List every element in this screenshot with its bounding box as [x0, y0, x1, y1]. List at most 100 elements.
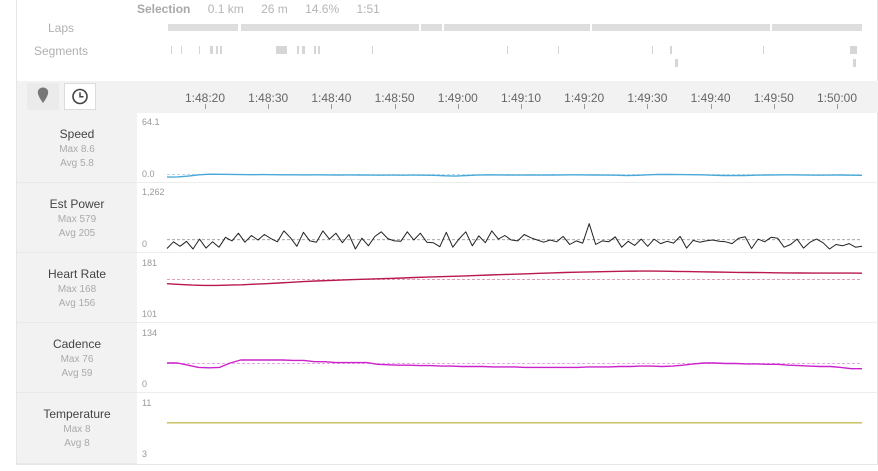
metric-cadence[interactable]: Cadence Max 76 Avg 59	[17, 323, 137, 393]
row-divider	[137, 182, 878, 183]
time-axis-button[interactable]	[64, 83, 96, 110]
selection-grade: 14.6%	[305, 2, 340, 16]
time-tick-mark	[331, 104, 333, 109]
lap-bar[interactable]	[592, 24, 770, 31]
lap-bar[interactable]	[168, 24, 238, 31]
cadence-line[interactable]	[167, 359, 862, 370]
metric-name: Temperature	[43, 407, 111, 421]
time-tick-mark	[584, 104, 586, 109]
selection-label: Selection	[137, 2, 191, 16]
metric-name: Est Power	[49, 197, 105, 211]
cadence-axis-min: 0	[142, 379, 148, 389]
temperature-axis-max: 11	[142, 398, 152, 408]
segment-marker[interactable]	[302, 46, 305, 54]
lap-bar[interactable]	[444, 24, 590, 31]
power-axis-max: 1,262	[142, 187, 165, 197]
row-divider	[137, 252, 878, 253]
row-divider	[137, 392, 878, 393]
lap-bar[interactable]	[421, 24, 442, 31]
heart-rate-axis-max: 181	[142, 258, 158, 268]
metric-avg: Avg 8	[64, 438, 90, 449]
metric-max: Max 8	[63, 424, 91, 435]
metric-max: Max 579	[57, 214, 97, 225]
segment-marker[interactable]	[297, 46, 299, 54]
time-tick-mark	[205, 104, 206, 109]
time-tick-mark	[457, 104, 459, 109]
metric-heart-rate[interactable]: Heart Rate Max 168 Avg 156	[17, 253, 137, 323]
cadence-axis-max: 134	[142, 328, 158, 338]
time-tick-mark	[647, 104, 649, 109]
metric-max: Max 76	[60, 354, 94, 365]
metric-avg: Avg 5.8	[60, 158, 94, 169]
metric-name: Cadence	[52, 337, 102, 351]
segment-marker[interactable]	[670, 46, 672, 54]
metric-name: Heart Rate	[47, 267, 107, 281]
metric-est-power[interactable]: Est Power Max 579 Avg 205	[17, 183, 137, 253]
time-tick-mark	[521, 104, 522, 109]
segment-marker[interactable]	[220, 46, 222, 54]
axis-toolbar	[17, 81, 878, 113]
heart-rate-line[interactable]	[166, 270, 863, 287]
segment-marker[interactable]	[763, 46, 764, 54]
time-tick-label: 1:50:00	[816, 91, 858, 105]
time-tick-label: 1:49:50	[753, 91, 794, 105]
speed-axis-min: 0.0	[142, 169, 155, 179]
selection-distance: 0.1 km	[207, 2, 244, 16]
time-tick-label: 1:48:40	[311, 91, 352, 105]
time-tick-label: 1:49:10	[500, 91, 542, 105]
metric-max: Max 8.6	[59, 144, 95, 155]
segment-marker[interactable]	[652, 46, 653, 54]
segment-marker[interactable]	[853, 59, 856, 67]
segment-marker[interactable]	[558, 46, 559, 54]
time-tick-mark	[710, 104, 712, 109]
metric-temperature[interactable]: Temperature Max 8 Avg 8	[17, 393, 137, 464]
time-tick-label: 1:49:40	[690, 91, 731, 105]
time-tick-mark	[268, 104, 270, 109]
segment-marker[interactable]	[181, 46, 182, 54]
segment-marker[interactable]	[850, 46, 857, 54]
clock-icon	[72, 88, 88, 105]
time-tick-label: 1:49:00	[437, 91, 478, 105]
time-tick-mark	[773, 104, 775, 109]
time-tick-label: 1:48:20	[184, 91, 226, 105]
time-tick-mark	[837, 104, 838, 109]
metric-name: Speed	[59, 127, 95, 141]
segment-marker[interactable]	[507, 46, 508, 54]
heart-rate-axis-min: 101	[142, 309, 158, 319]
segment-marker[interactable]	[216, 46, 218, 54]
time-tick-label: 1:49:30	[627, 91, 668, 105]
laps-label: Laps	[48, 21, 75, 35]
segments-label: Segments	[34, 44, 89, 58]
metric-avg: Avg 205	[58, 228, 96, 239]
speed-line[interactable]	[166, 173, 863, 178]
lap-bar[interactable]	[241, 24, 419, 31]
segment-marker[interactable]	[276, 46, 287, 54]
row-divider	[137, 322, 878, 323]
time-tick-label: 1:48:50	[374, 91, 415, 105]
segment-marker[interactable]	[314, 46, 316, 54]
segment-marker[interactable]	[675, 59, 678, 67]
segment-marker[interactable]	[199, 46, 200, 54]
lap-bar[interactable]	[772, 24, 862, 31]
map-pin-icon	[37, 87, 49, 103]
segment-marker[interactable]	[171, 46, 172, 54]
time-tick-label: 1:49:20	[564, 91, 605, 105]
speed-axis-max: 64.1	[142, 117, 160, 127]
segment-marker[interactable]	[372, 46, 373, 54]
selection-elevation: 26 m	[261, 2, 288, 16]
metric-max: Max 168	[57, 284, 97, 295]
metric-avg: Avg 156	[58, 298, 96, 309]
time-tick-mark	[394, 104, 396, 109]
time-tick-label: 1:48:30	[248, 91, 289, 105]
metric-speed[interactable]: Speed Max 8.6 Avg 5.8	[17, 113, 137, 183]
segment-marker[interactable]	[210, 46, 213, 54]
power-axis-min: 0	[142, 239, 148, 249]
segment-marker[interactable]	[318, 46, 320, 54]
est-power-line[interactable]	[166, 223, 863, 250]
metric-avg: Avg 59	[61, 368, 93, 379]
distance-axis-button[interactable]	[27, 83, 59, 110]
selection-time: 1:51	[356, 2, 380, 16]
selection-summary: Selection 0.1 km 26 m 14.6% 1:51	[137, 2, 394, 16]
temperature-axis-min: 3	[142, 449, 148, 459]
